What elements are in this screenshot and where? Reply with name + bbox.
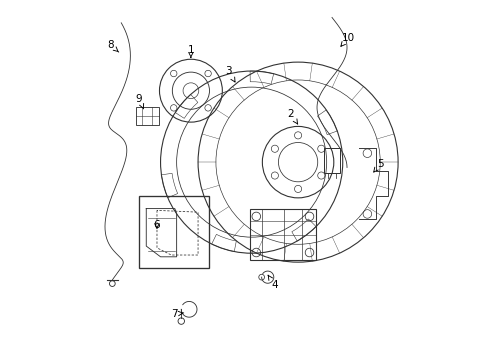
- Bar: [249, 208, 315, 260]
- Text: 8: 8: [107, 40, 119, 52]
- Text: 4: 4: [267, 275, 278, 291]
- Text: 3: 3: [224, 66, 235, 82]
- Text: 9: 9: [136, 94, 143, 109]
- Text: 5: 5: [373, 159, 383, 172]
- Bar: [324, 148, 339, 173]
- Bar: [135, 108, 159, 125]
- Text: 10: 10: [340, 33, 354, 46]
- Text: 2: 2: [287, 109, 297, 124]
- Text: 7: 7: [171, 309, 183, 319]
- Text: 1: 1: [187, 45, 194, 58]
- Bar: [139, 196, 208, 267]
- Text: 6: 6: [153, 220, 160, 230]
